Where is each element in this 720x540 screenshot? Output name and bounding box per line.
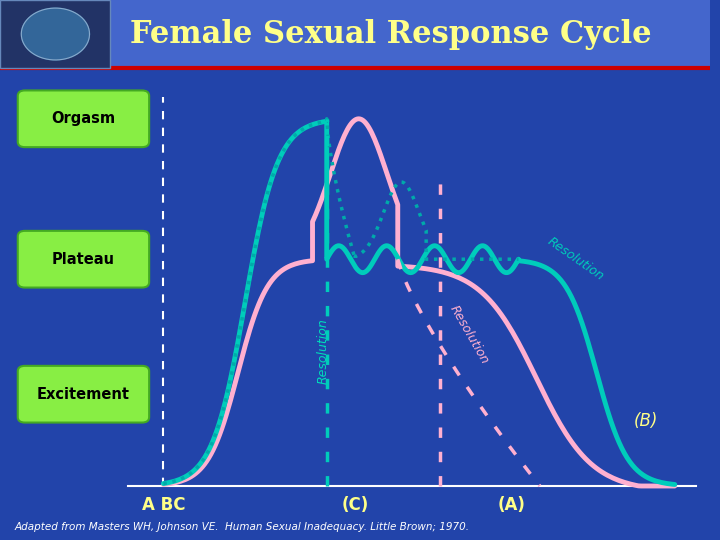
Text: Female Sexual Response Cycle: Female Sexual Response Cycle <box>130 18 652 50</box>
Text: (C): (C) <box>341 496 369 514</box>
FancyBboxPatch shape <box>18 231 149 287</box>
FancyBboxPatch shape <box>0 0 110 68</box>
Text: Adapted from Masters WH, Johnson VE.  Human Sexual Inadequacy. Little Brown; 197: Adapted from Masters WH, Johnson VE. Hum… <box>14 522 469 532</box>
Text: Resolution: Resolution <box>446 303 491 367</box>
Text: (A): (A) <box>498 496 526 514</box>
FancyBboxPatch shape <box>0 0 711 68</box>
Text: (B): (B) <box>634 412 659 430</box>
FancyBboxPatch shape <box>18 366 149 422</box>
Text: Excitement: Excitement <box>37 387 130 402</box>
Text: Resolution: Resolution <box>544 235 606 284</box>
Text: A BC: A BC <box>142 496 185 514</box>
Text: Orgasm: Orgasm <box>51 111 115 126</box>
Text: Resolution: Resolution <box>317 318 330 384</box>
FancyBboxPatch shape <box>18 90 149 147</box>
Polygon shape <box>22 8 89 60</box>
Text: Plateau: Plateau <box>52 252 115 267</box>
